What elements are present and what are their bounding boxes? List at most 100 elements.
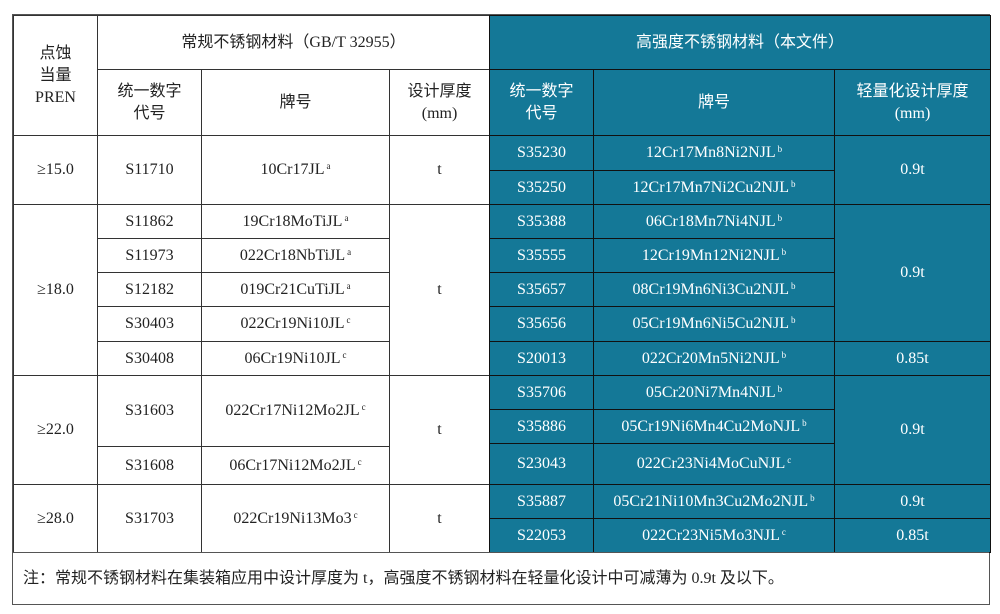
- steel-code-text: S11862: [125, 212, 174, 230]
- design-thickness: 0.9t: [834, 135, 991, 205]
- table-row: S35657 08Cr19Mn6Ni3Cu2NJL b: [489, 272, 991, 307]
- steel-code-text: S31603: [125, 402, 174, 419]
- steel-code: S31608: [97, 446, 202, 485]
- steel-grade: 022Cr23Ni5Mo3NJL c: [593, 518, 835, 553]
- steel-code: S35657: [489, 272, 594, 307]
- steel-grade-text: 08Cr19Mn6Ni3Cu2NJL: [632, 280, 789, 298]
- table-row: ≥22.0 S31603 022Cr17Ni12Mo2JL c t: [13, 375, 491, 485]
- steel-code: S35886: [489, 409, 594, 444]
- steel-code-text: S35230: [517, 144, 566, 161]
- steel-code: S11973: [97, 238, 202, 273]
- footnote-marker: c: [787, 455, 792, 465]
- steel-grade-text: 019Cr21CuTiJL: [240, 280, 345, 298]
- conventional-title: 常规不锈钢材料（GB/T 32955）: [96, 15, 491, 70]
- table-row: S11973 022Cr18NbTiJL a: [14, 238, 490, 273]
- footnote-marker: a: [347, 246, 352, 257]
- steel-code: S35887: [489, 484, 594, 519]
- pren-value-text: ≥18.0: [37, 281, 74, 298]
- steel-code: S35388: [489, 204, 594, 239]
- table-row: ≥28.0 S31703 022Cr19Ni13Mo3 c t: [13, 484, 491, 553]
- steel-grade-text: 10Cr17JL: [260, 161, 325, 178]
- steel-code-text: S35555: [517, 246, 566, 264]
- design-thickness: 0.9t: [834, 375, 991, 485]
- steel-grade-text: 022Cr20Mn5Ni2NJL: [641, 349, 780, 367]
- steel-code: S30408: [97, 341, 202, 376]
- steel-grade: 06Cr17Ni12Mo2JL c: [201, 446, 390, 485]
- grade-header: 牌号: [201, 69, 390, 136]
- steel-code: S31703: [97, 484, 202, 553]
- footnote-marker: b: [810, 492, 815, 503]
- steel-code-text: S11973: [125, 246, 174, 264]
- comparison-table: 点蚀 当量 PREN 常规不锈钢材料（GB/T 32955） 统一数字 代号 牌…: [12, 14, 991, 605]
- pren-value: ≥18.0: [13, 204, 98, 376]
- steel-grade: 022Cr17Ni12Mo2JL c: [201, 375, 390, 447]
- code-header: 统一数字 代号: [97, 69, 202, 136]
- steel-code-text: S11710: [125, 161, 174, 178]
- footnote: 注：常规不锈钢材料在集装箱应用中设计厚度为 t，高强度不锈钢材料在轻量化设计中可…: [13, 552, 989, 604]
- table-row: S35555 12Cr19Mn12Ni2NJL b: [489, 238, 991, 273]
- pren-value: ≥22.0: [13, 375, 98, 485]
- steel-grade: 08Cr19Mn6Ni3Cu2NJL b: [593, 272, 835, 307]
- steel-code-text: S30403: [125, 315, 174, 332]
- footnote-marker: b: [777, 383, 783, 394]
- steel-grade: 022Cr18NbTiJL a: [201, 238, 390, 273]
- footnote-marker: c: [346, 315, 351, 325]
- design-thickness-text: t: [437, 281, 442, 298]
- steel-grade-text: 05Cr19Ni6Mn4Cu2MoNJL: [621, 417, 801, 435]
- steel-grade-text: 06Cr19Ni10JL: [244, 349, 341, 367]
- pren-value-text: ≥28.0: [37, 509, 74, 527]
- steel-code: S12182: [97, 272, 202, 307]
- table-row: S35230 12Cr17Mn8Ni2NJL b 0.9t: [489, 135, 991, 205]
- steel-grade: 06Cr19Ni10JL c: [201, 341, 390, 376]
- steel-grade: 06Cr18Mn7Ni4NJL b: [593, 204, 835, 239]
- footnote-marker: c: [357, 456, 362, 467]
- grade-header: 牌号: [593, 69, 835, 136]
- steel-grade: 12Cr17Mn7Ni2Cu2NJL b: [593, 170, 835, 205]
- steel-grade: 022Cr20Mn5Ni2NJL b: [593, 341, 835, 376]
- design-thickness-text: 0.9t: [900, 264, 925, 281]
- steel-code: S23043: [489, 443, 594, 485]
- footnote-marker: a: [346, 280, 351, 291]
- table-row: S12182 019Cr21CuTiJL a: [14, 272, 490, 307]
- steel-grade: 05Cr19Mn6Ni5Cu2NJL b: [593, 306, 835, 342]
- steel-code-text: S35656: [517, 315, 566, 332]
- steel-code-text: S20013: [517, 349, 566, 367]
- table-row: S22053 022Cr23Ni5Mo3NJL c 0.85t: [489, 518, 991, 553]
- steel-code-text: S35887: [517, 492, 566, 510]
- steel-grade: 19Cr18MoTiJL a: [201, 204, 390, 239]
- steel-grade: 022Cr19Ni10JL c: [201, 306, 390, 342]
- thickness-header: 设计厚度 (mm): [388, 69, 491, 136]
- design-thickness-text: 0.9t: [900, 161, 925, 178]
- steel-grade: 05Cr20Ni7Mn4NJL b: [593, 375, 835, 410]
- steel-code-text: S35388: [517, 212, 566, 230]
- steel-code-text: S31608: [125, 456, 174, 474]
- steel-grade-text: 022Cr18NbTiJL: [239, 246, 346, 264]
- steel-code: S35250: [489, 170, 594, 205]
- footnote-marker: c: [781, 526, 786, 537]
- steel-grade-text: 022Cr23Ni5Mo3NJL: [642, 526, 780, 544]
- pren-value: ≥28.0: [13, 484, 98, 553]
- steel-code: S20013: [489, 341, 594, 376]
- pren-value: ≥15.0: [13, 135, 98, 205]
- footnote-marker: b: [781, 349, 787, 360]
- steel-grade: 12Cr19Mn12Ni2NJL b: [593, 238, 835, 273]
- pren-value-text: ≥15.0: [37, 161, 74, 178]
- steel-grade-text: 06Cr18Mn7Ni4NJL: [645, 212, 776, 230]
- design-thickness-text: 0.9t: [900, 421, 925, 438]
- footnote-marker: b: [790, 178, 796, 189]
- footnote-marker: c: [361, 402, 366, 412]
- footnote-marker: b: [781, 246, 787, 257]
- steel-code-text: S12182: [125, 280, 174, 298]
- design-thickness: 0.85t: [834, 341, 991, 376]
- design-thickness: t: [388, 135, 491, 205]
- steel-grade-text: 12Cr17Mn8Ni2NJL: [645, 144, 776, 161]
- steel-code-text: S31703: [125, 509, 174, 527]
- high-strength-steel-table: 高强度不锈钢材料（本文件） 统一数字 代号 牌号 轻量化设计厚度 (mm) S3…: [489, 15, 991, 553]
- steel-grade-text: 05Cr21Ni10Mn3Cu2Mo2NJL: [613, 492, 809, 510]
- table-row: S35250 12Cr17Mn7Ni2Cu2NJL b: [489, 170, 991, 205]
- design-thickness: 0.9t: [834, 204, 991, 342]
- table-row: S31608 06Cr17Ni12Mo2JL c: [14, 446, 490, 485]
- steel-code-text: S35886: [517, 417, 566, 435]
- steel-grade-text: 05Cr19Mn6Ni5Cu2NJL: [632, 315, 789, 332]
- footnote-marker: b: [777, 212, 783, 223]
